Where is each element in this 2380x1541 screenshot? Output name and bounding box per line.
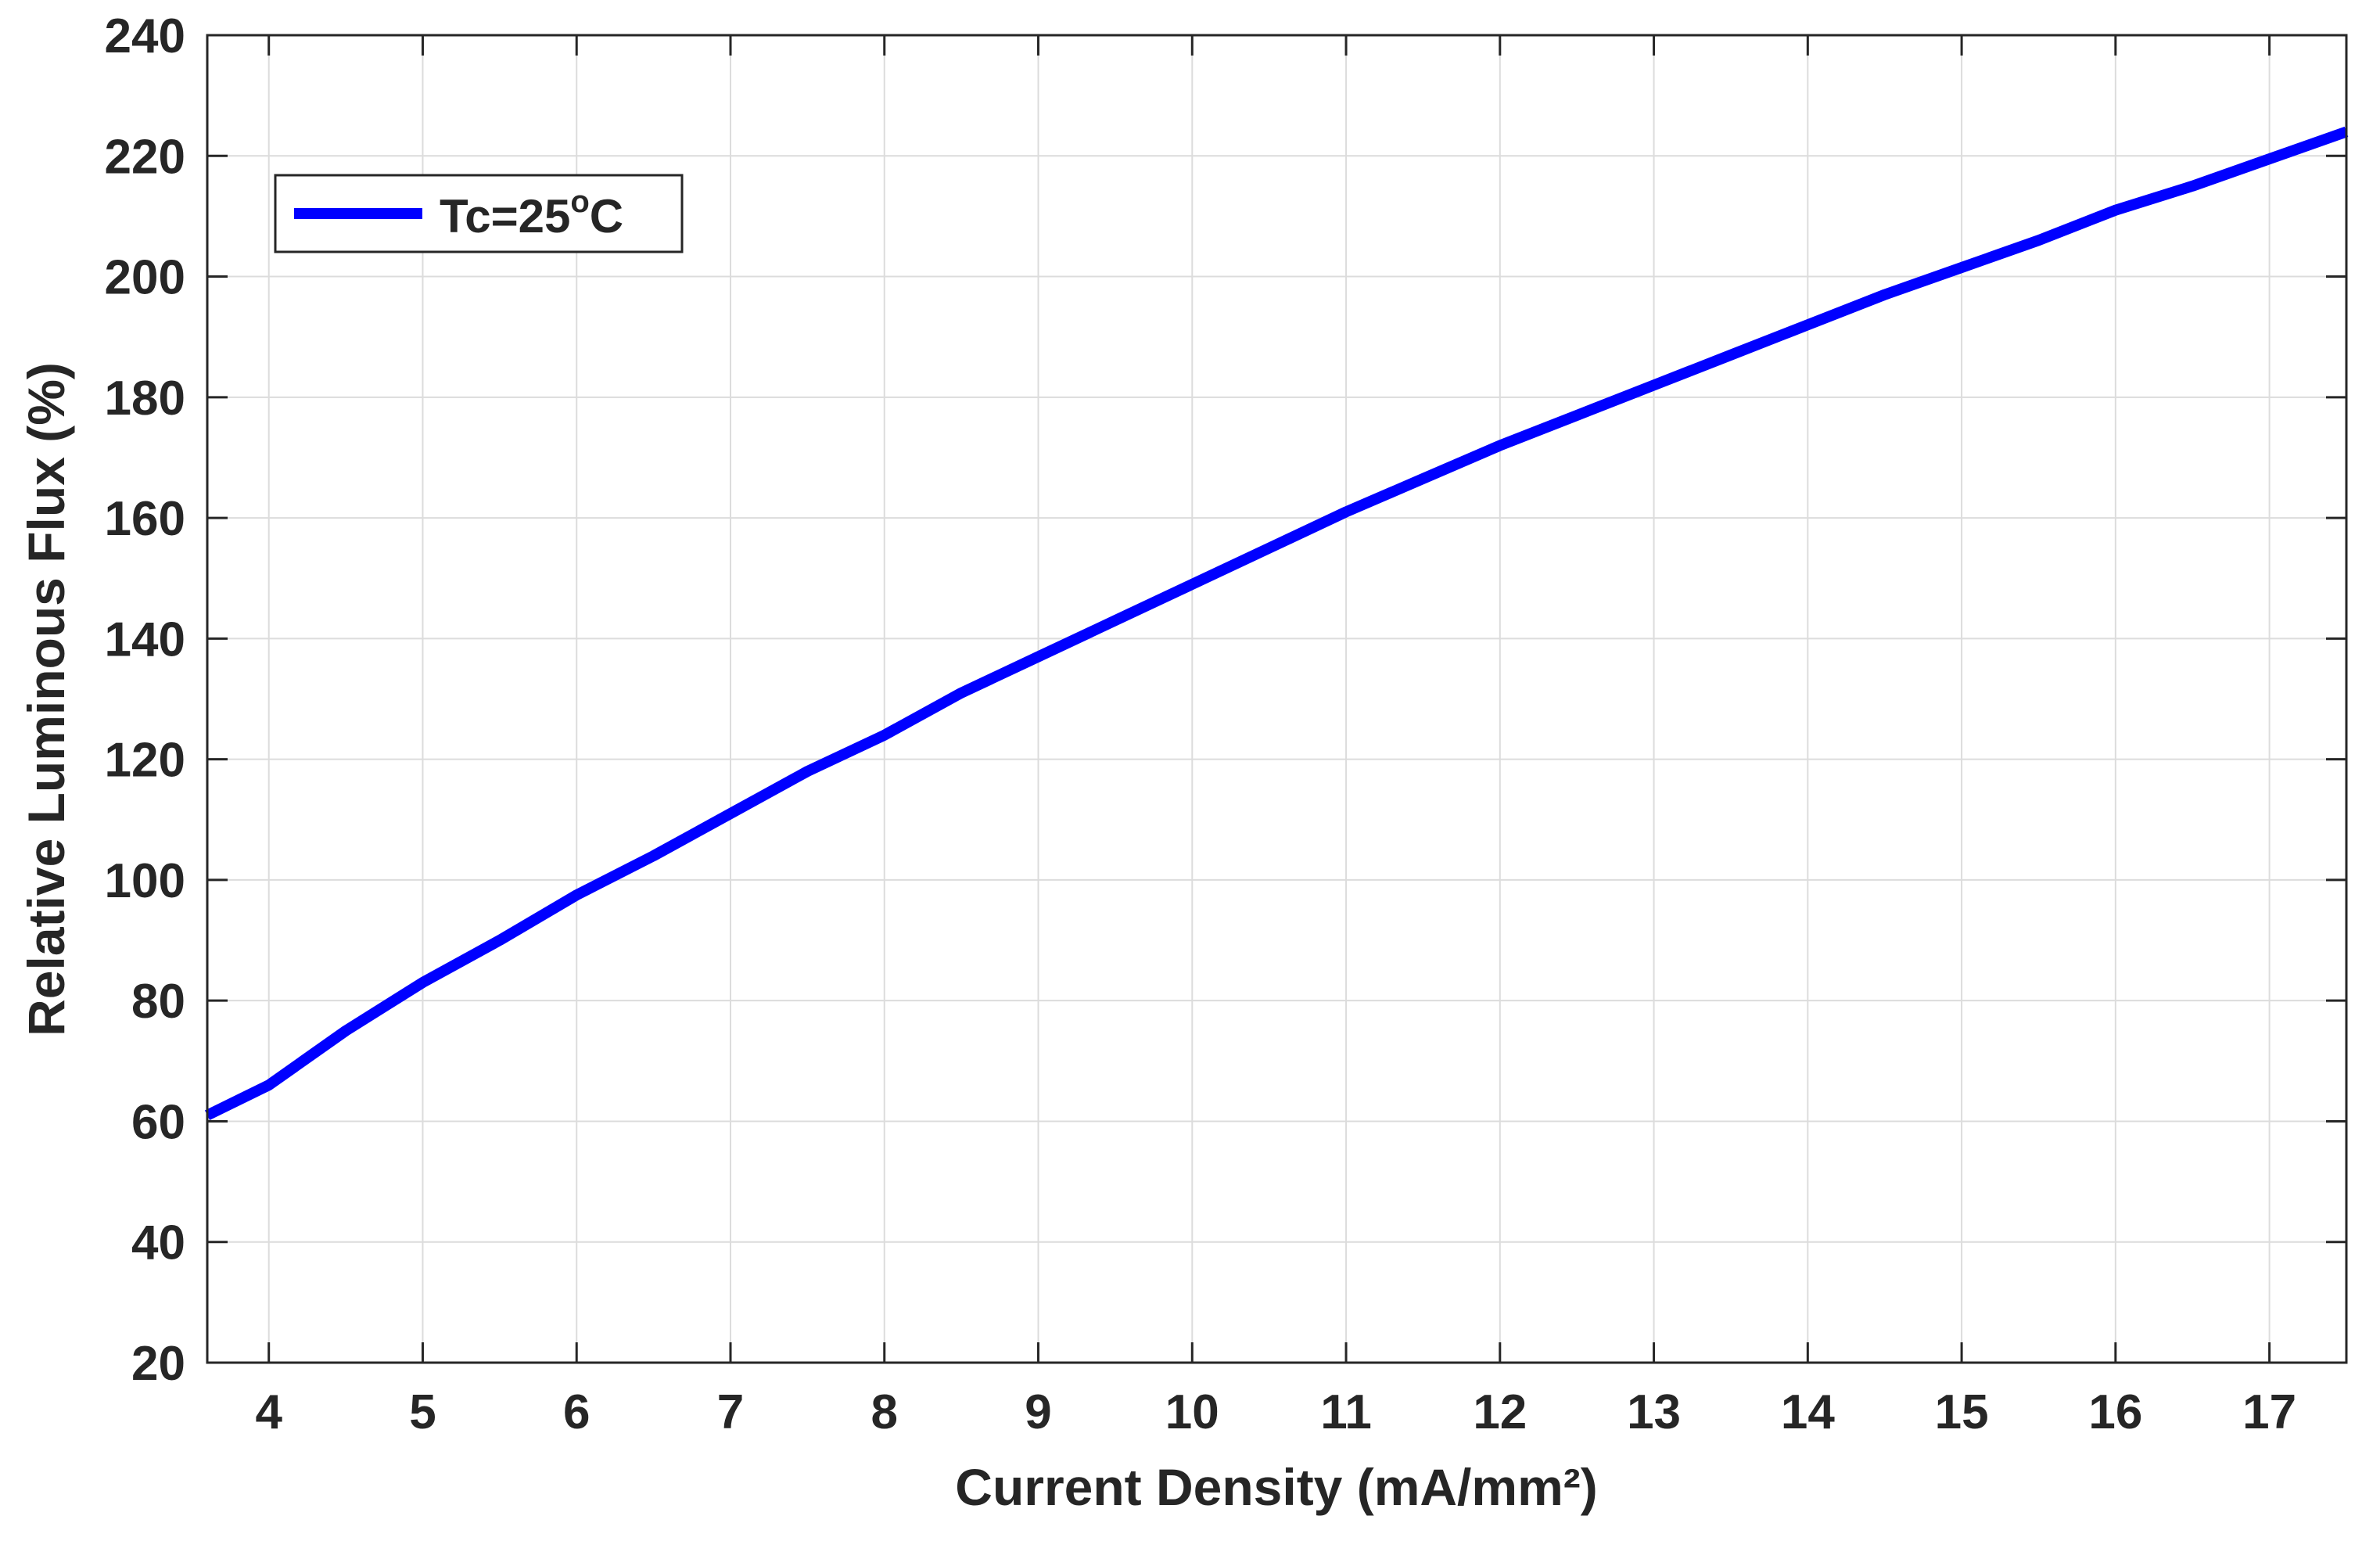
y-tick-label: 100 bbox=[105, 854, 185, 908]
y-tick-label: 40 bbox=[131, 1216, 185, 1270]
x-tick-label: 10 bbox=[1165, 1385, 1219, 1439]
y-tick-label: 80 bbox=[131, 975, 185, 1029]
y-tick-labels: 20 40 60 80 100 120 140 160 180 200 220 240 bbox=[105, 9, 185, 1391]
x-axis-label: Current Density (mA/mm²) bbox=[955, 1458, 1597, 1516]
y-tick-label: 160 bbox=[105, 492, 185, 546]
y-tick-label: 220 bbox=[105, 130, 185, 184]
x-tick-label: 4 bbox=[255, 1385, 282, 1439]
x-tick-label: 11 bbox=[1320, 1385, 1372, 1439]
y-tick-label: 140 bbox=[105, 612, 185, 666]
y-tick-label: 120 bbox=[105, 734, 185, 788]
legend: Tc=25oC bbox=[274, 174, 684, 253]
x-tick-labels: 4 5 6 7 8 9 10 11 12 13 14 15 16 17 bbox=[255, 1385, 2296, 1439]
x-tick-label: 16 bbox=[2088, 1385, 2142, 1439]
y-tick-label: 200 bbox=[105, 251, 185, 305]
grid-lines bbox=[207, 34, 2346, 1364]
x-tick-label: 8 bbox=[871, 1385, 898, 1439]
x-tick-label: 12 bbox=[1473, 1385, 1527, 1439]
y-tick-label: 180 bbox=[105, 372, 185, 426]
x-tick-label: 5 bbox=[409, 1385, 436, 1439]
x-tick-label: 7 bbox=[717, 1385, 744, 1439]
x-tick-label: 6 bbox=[563, 1385, 590, 1439]
y-tick-label: 60 bbox=[131, 1095, 185, 1149]
y-tick-label: 20 bbox=[131, 1337, 185, 1391]
plot-frame bbox=[206, 34, 2348, 1364]
y-axis-label: Relative Luminous Flux (%) bbox=[17, 362, 75, 1036]
legend-entry-label: Tc=25oC bbox=[440, 185, 623, 242]
x-tick-label: 17 bbox=[2242, 1385, 2296, 1439]
x-tick-label: 9 bbox=[1025, 1385, 1051, 1439]
y-tick-label: 240 bbox=[105, 9, 185, 63]
x-tick-label: 14 bbox=[1781, 1385, 1835, 1439]
x-tick-label: 15 bbox=[1935, 1385, 1989, 1439]
x-tick-label: 13 bbox=[1627, 1385, 1681, 1439]
